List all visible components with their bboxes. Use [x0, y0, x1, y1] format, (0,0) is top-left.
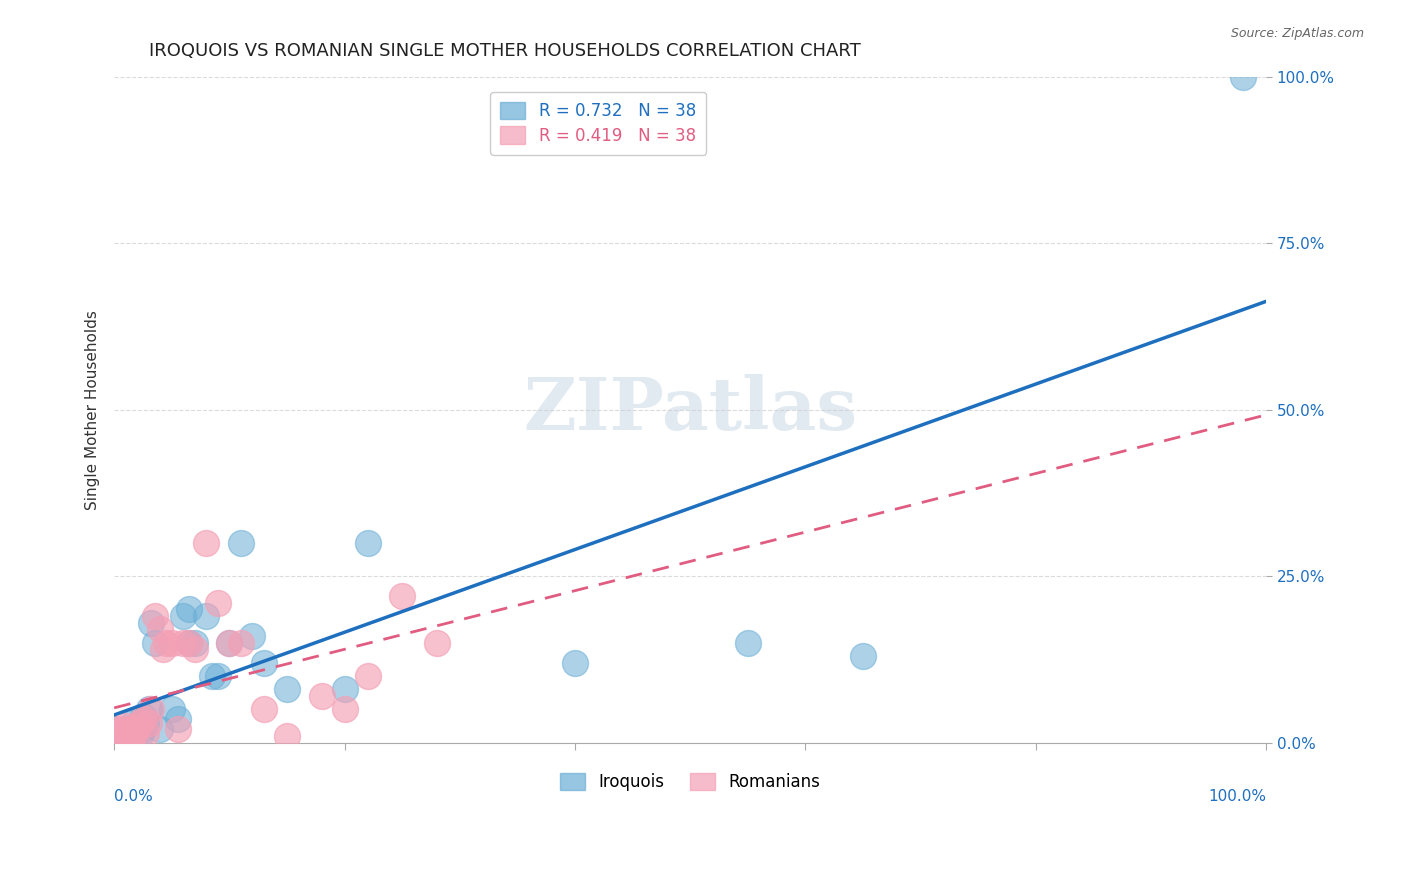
- Point: [128, 715, 150, 730]
- Point: [103, 723, 125, 737]
- Point: [207, 669, 229, 683]
- Point: [201, 669, 224, 683]
- Point: [132, 712, 155, 726]
- Point: [117, 725, 139, 739]
- Point: [242, 629, 264, 643]
- Point: [426, 635, 449, 649]
- Point: [218, 635, 240, 649]
- Point: [111, 729, 134, 743]
- Point: [311, 689, 333, 703]
- Point: [166, 723, 188, 737]
- Point: [391, 589, 413, 603]
- Point: [564, 656, 586, 670]
- Legend: Iroquois, Romanians: Iroquois, Romanians: [551, 763, 830, 801]
- Point: [177, 635, 200, 649]
- Point: [124, 725, 146, 739]
- Point: [152, 642, 174, 657]
- Point: [132, 709, 155, 723]
- Point: [125, 723, 148, 737]
- Point: [149, 723, 172, 737]
- Point: [172, 609, 194, 624]
- Point: [112, 723, 135, 737]
- Point: [127, 719, 149, 733]
- Point: [1232, 70, 1254, 84]
- Point: [276, 729, 298, 743]
- Point: [103, 729, 125, 743]
- Point: [166, 712, 188, 726]
- Point: [121, 723, 143, 737]
- Point: [253, 702, 276, 716]
- Point: [127, 719, 149, 733]
- Point: [121, 729, 143, 743]
- Point: [143, 609, 166, 624]
- Point: [132, 723, 155, 737]
- Point: [333, 682, 356, 697]
- Point: [139, 702, 162, 716]
- Point: [138, 715, 160, 730]
- Point: [114, 732, 136, 747]
- Text: 100.0%: 100.0%: [1208, 789, 1267, 805]
- Point: [160, 702, 183, 716]
- Text: IROQUOIS VS ROMANIAN SINGLE MOTHER HOUSEHOLDS CORRELATION CHART: IROQUOIS VS ROMANIAN SINGLE MOTHER HOUSE…: [149, 42, 860, 60]
- Point: [139, 615, 162, 630]
- Point: [117, 723, 139, 737]
- Point: [218, 635, 240, 649]
- Point: [120, 729, 142, 743]
- Y-axis label: Single Mother Households: Single Mother Households: [86, 310, 100, 509]
- Point: [333, 702, 356, 716]
- Point: [128, 729, 150, 743]
- Text: Source: ZipAtlas.com: Source: ZipAtlas.com: [1230, 27, 1364, 40]
- Point: [276, 682, 298, 697]
- Point: [121, 729, 143, 743]
- Point: [177, 635, 200, 649]
- Point: [108, 725, 131, 739]
- Point: [111, 725, 134, 739]
- Point: [177, 602, 200, 616]
- Point: [195, 535, 218, 549]
- Point: [184, 642, 207, 657]
- Point: [172, 635, 194, 649]
- Point: [229, 535, 252, 549]
- Text: 0.0%: 0.0%: [114, 789, 153, 805]
- Point: [125, 723, 148, 737]
- Point: [124, 725, 146, 739]
- Point: [737, 635, 759, 649]
- Point: [229, 635, 252, 649]
- Point: [356, 535, 378, 549]
- Point: [105, 723, 128, 737]
- Point: [356, 669, 378, 683]
- Point: [253, 656, 276, 670]
- Point: [135, 725, 157, 739]
- Point: [155, 635, 177, 649]
- Point: [143, 635, 166, 649]
- Point: [108, 729, 131, 743]
- Point: [160, 635, 183, 649]
- Point: [121, 715, 143, 730]
- Point: [195, 609, 218, 624]
- Point: [149, 623, 172, 637]
- Point: [135, 715, 157, 730]
- Text: ZIPatlas: ZIPatlas: [523, 374, 858, 445]
- Point: [852, 648, 875, 663]
- Point: [114, 719, 136, 733]
- Point: [184, 635, 207, 649]
- Point: [138, 702, 160, 716]
- Point: [207, 596, 229, 610]
